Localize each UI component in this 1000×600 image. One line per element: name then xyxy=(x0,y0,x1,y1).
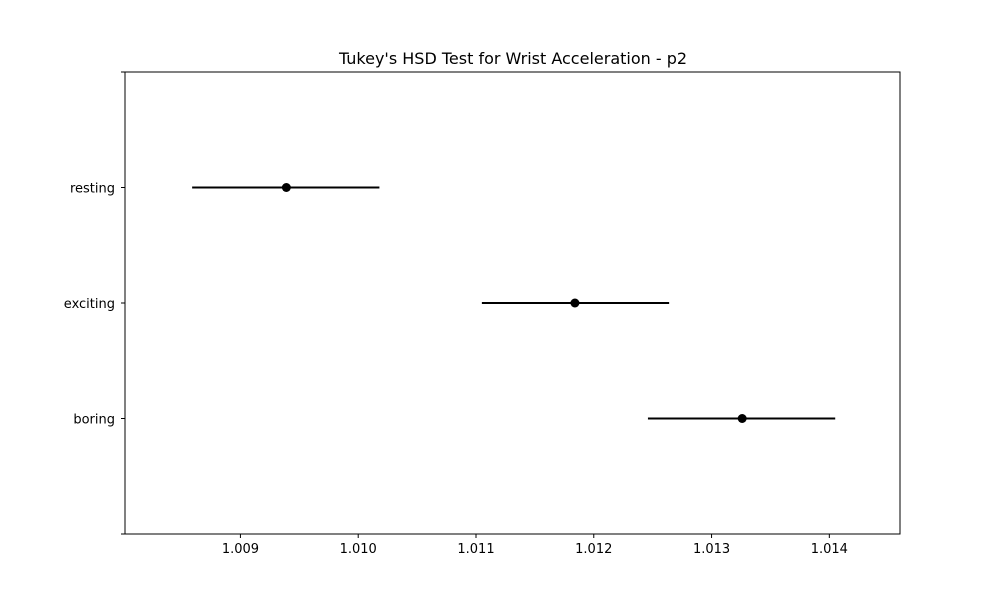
plot-area: 1.009 1.010 1.011 1.012 1.013 1.014 resting exc… xyxy=(64,71,848,557)
chart-title: Tukey's HSD Test for Wrist Acceleration … xyxy=(338,49,687,68)
x-tick-label: 1.014 xyxy=(811,542,848,557)
x-tick-label: 1.009 xyxy=(222,542,259,557)
mean-point-resting xyxy=(281,183,291,192)
x-tick-label: 1.013 xyxy=(693,542,730,557)
x-tick-label: 1.010 xyxy=(340,542,377,557)
y-tick-label: boring xyxy=(73,413,115,428)
y-tick-label: exciting xyxy=(64,297,115,312)
x-tick-label: 1.011 xyxy=(457,542,494,557)
y-tick-label: resting xyxy=(70,182,115,197)
mean-point-exciting xyxy=(570,298,580,308)
mean-point-boring xyxy=(737,414,747,423)
x-tick-label: 1.012 xyxy=(575,542,612,557)
